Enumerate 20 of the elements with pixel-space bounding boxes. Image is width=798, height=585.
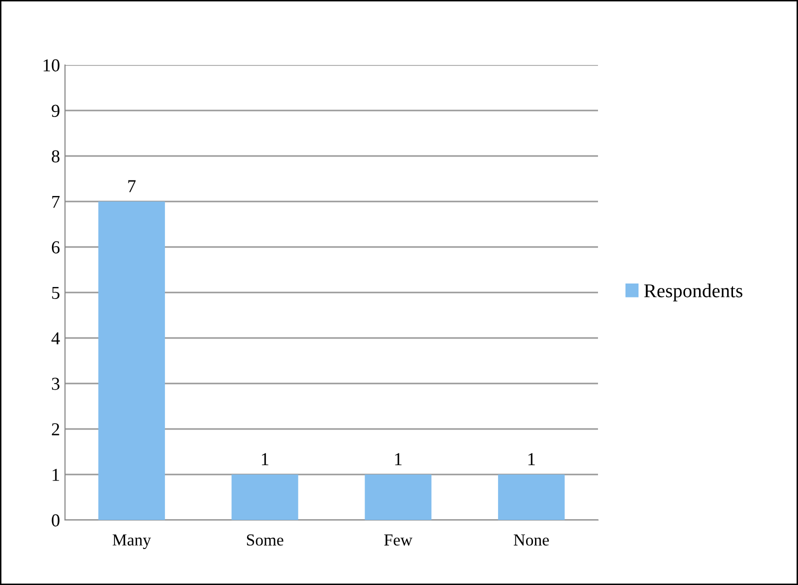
y-tick-label: 3 (52, 378, 60, 390)
x-tick-label: Many (112, 534, 151, 550)
x-tick-label: Some (247, 534, 284, 546)
data-label: 1 (528, 453, 535, 466)
data-label: 1 (395, 453, 402, 466)
x-tick-label: None (514, 534, 549, 546)
y-tick-label: 0 (52, 514, 60, 526)
y-tick-label: 1 (52, 468, 60, 481)
data-label: 1 (262, 453, 268, 466)
y-tick-label: 6 (52, 241, 60, 254)
y-tick-label: 2 (52, 423, 60, 436)
x-tick-label: Few (384, 534, 412, 546)
data-label: 7 (128, 180, 136, 192)
y-tick-label: 7 (52, 196, 60, 208)
y-tick-label: 9 (52, 104, 60, 117)
legend-label: Respondents (644, 284, 742, 302)
y-tick-label: 8 (52, 150, 60, 162)
y-tick-label: 10 (44, 59, 60, 72)
y-tick-label: 4 (51, 332, 60, 344)
y-tick-label: 5 (52, 286, 60, 299)
